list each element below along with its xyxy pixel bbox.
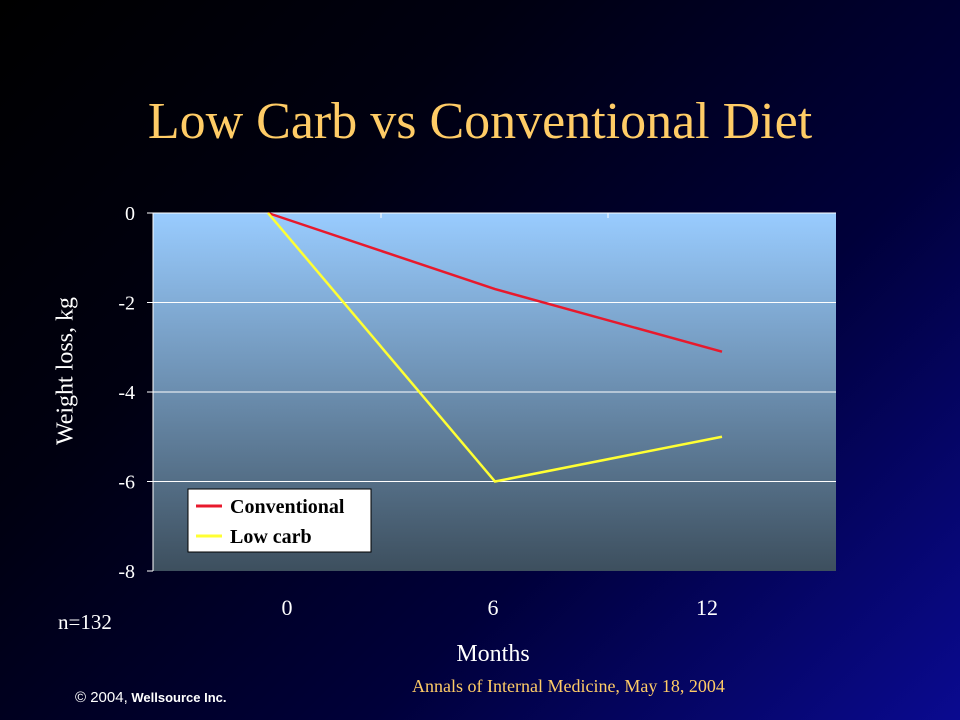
y-tick-label: 0 [125,203,135,225]
y-tick-labels: 0 -2 -4 -6 -8 [118,203,135,583]
copyright-owner: Wellsource Inc. [131,690,227,705]
sample-size-label: n=132 [58,610,112,634]
y-tick-label: -8 [118,561,135,583]
x-axis-label: Months [456,641,530,667]
axes [147,212,836,572]
copyright-year: © 2004, [75,689,128,706]
series-line-low-carb [267,212,723,483]
y-tick-label: -4 [118,382,135,404]
series-line-conventional [267,211,723,353]
x-tick-label: 0 [282,595,293,620]
legend: Conventional Low carb [187,488,372,553]
y-tick-label: -6 [118,472,135,494]
x-tick-label: 12 [696,595,718,620]
legend-label: Conventional [230,496,345,518]
copyright-notice: © 2004, Wellsource Inc. [75,689,227,706]
slide-title: Low Carb vs Conventional Diet [147,93,813,150]
y-axis-label: Weight loss, kg [52,296,79,446]
series-lines [267,211,723,483]
x-tick-labels: 0 6 12 [282,595,719,620]
legend-box [187,488,372,553]
legend-label: Low carb [230,526,312,548]
y-tick-label: -2 [118,293,135,315]
source-citation: Annals of Internal Medicine, May 18, 200… [412,676,725,696]
x-tick-label: 6 [488,595,499,620]
